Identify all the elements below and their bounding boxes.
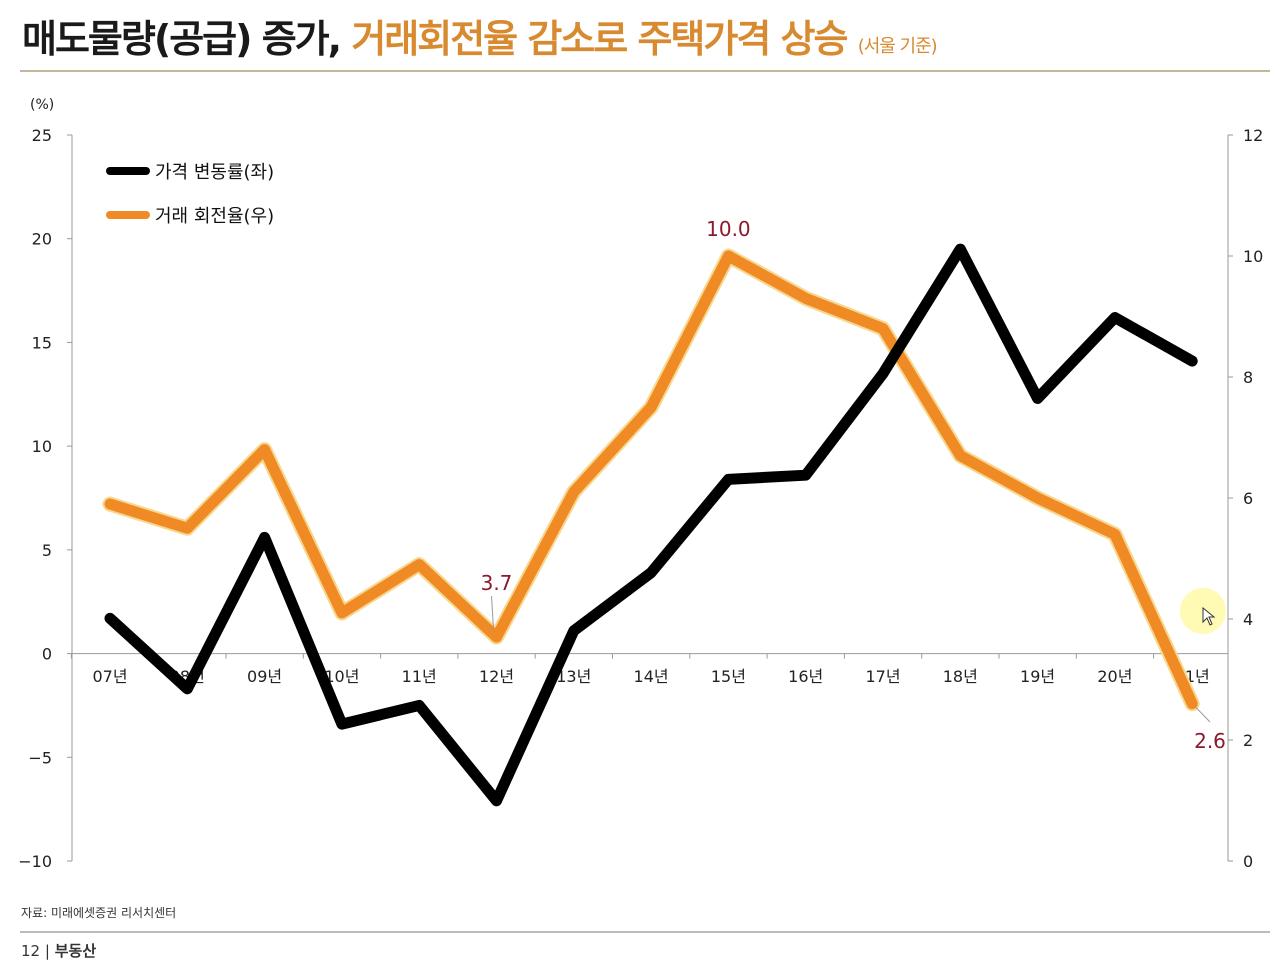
title-divider (20, 70, 1270, 72)
annotation-leader (1195, 707, 1211, 723)
annotation-leader (491, 595, 494, 630)
price-change-point (804, 474, 807, 477)
turnover-point (572, 490, 575, 493)
right-tick-label: 6 (1243, 489, 1253, 508)
x-tick-label: 15년 (711, 667, 746, 686)
right-tick-label: 10 (1243, 247, 1263, 266)
x-tick-label: 10년 (324, 667, 359, 686)
turnover-point (1191, 702, 1194, 705)
turnover-point (263, 448, 266, 451)
turnover-point (340, 611, 343, 614)
turnover-point (1113, 533, 1116, 536)
data-label: 10.0 (706, 217, 751, 241)
x-tick-label: 20년 (1097, 667, 1132, 686)
legend-label: 가격 변동률(좌) (155, 162, 274, 183)
turnover-point (650, 406, 653, 409)
left-tick-label: 0 (42, 645, 52, 664)
x-tick-label: 12년 (479, 667, 514, 686)
turnover-point (418, 563, 421, 566)
data-label: 3.7 (481, 571, 513, 595)
right-tick-label: 0 (1243, 852, 1253, 871)
price-change-point (882, 372, 884, 375)
x-tick-label: 17년 (865, 667, 900, 686)
data-label: 2.6 (1194, 729, 1226, 753)
x-tick-label: 07년 (92, 667, 127, 686)
left-tick-label: −10 (18, 852, 52, 871)
page-number: 12 (21, 942, 41, 960)
turnover-point (109, 503, 111, 506)
price-change-point (495, 799, 498, 802)
turnover-point (1036, 497, 1039, 499)
title-part1: 매도물량(공급) 증가, (22, 17, 352, 61)
price-change-point (340, 723, 343, 726)
page-separator: | (44, 942, 50, 960)
right-tick-label: 4 (1243, 610, 1253, 629)
legend-label: 거래 회전율(우) (155, 206, 274, 227)
page-title: 매도물량(공급) 증가, 거래회전율 감소로 주택가격 상승 (서울 기준) (22, 8, 938, 63)
left-tick-label: 15 (32, 333, 52, 352)
left-tick-label: 10 (32, 437, 52, 456)
section-name: 부동산 (54, 942, 97, 960)
left-tick-label: 20 (32, 230, 52, 249)
price-change-point (1036, 397, 1039, 400)
price-change-line (104, 243, 1198, 807)
price-change-point (959, 248, 962, 251)
price-change-point (1113, 316, 1116, 319)
right-tick-label: 2 (1243, 731, 1253, 750)
right-tick-label: 12 (1243, 126, 1263, 145)
price-change-point (1191, 360, 1194, 363)
x-tick-label: 13년 (556, 667, 591, 686)
title-part2: 거래회전율 감소로 주택가격 상승 (351, 17, 848, 61)
y-axis-unit: (%) (30, 97, 54, 113)
turnover-point (959, 454, 962, 457)
price-change-point (727, 478, 730, 481)
price-change-point (650, 571, 653, 574)
left-tick-label: −5 (28, 748, 52, 767)
turnover-point (186, 527, 189, 530)
price-change-point (109, 617, 111, 620)
price-change-point (418, 704, 421, 707)
footer-divider (20, 931, 1270, 933)
turnover-point (495, 636, 498, 639)
turnover-point (804, 297, 807, 300)
x-tick-label: 16년 (788, 667, 823, 686)
left-tick-label: 25 (32, 126, 52, 145)
source-note: 자료: 미래에셋증권 리서치센터 (21, 906, 177, 920)
x-tick-label: 19년 (1020, 667, 1055, 686)
x-tick-label: 18년 (943, 667, 978, 686)
x-tick-label: 14년 (634, 667, 669, 686)
x-tick-label: 09년 (247, 667, 282, 686)
price-change-point (186, 687, 189, 690)
title-suffix: (서울 기준) (857, 36, 938, 57)
price-change-point (263, 536, 266, 539)
turnover-point (727, 255, 730, 257)
left-tick-label: 5 (42, 541, 52, 560)
mouse-cursor-icon (1202, 607, 1216, 626)
turnover-line-glow (102, 248, 1200, 712)
price-change-point (572, 629, 575, 632)
x-tick-label: 11년 (402, 667, 437, 686)
page-footer: 12 | 부동산 (21, 940, 96, 961)
right-tick-label: 8 (1243, 368, 1253, 387)
turnover-point (882, 327, 884, 330)
